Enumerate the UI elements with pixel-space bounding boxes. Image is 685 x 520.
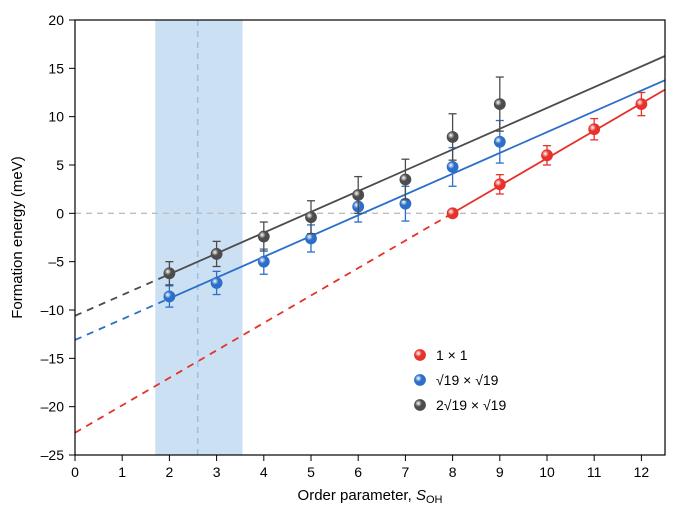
data-point <box>164 268 175 279</box>
data-point <box>636 99 647 110</box>
data-point <box>494 179 505 190</box>
data-point <box>542 150 553 161</box>
data-point <box>447 161 458 172</box>
ytick-label: 10 <box>48 109 64 125</box>
xtick-label: 10 <box>539 464 555 480</box>
data-point <box>258 256 269 267</box>
xtick-label: 3 <box>213 464 221 480</box>
legend-label: 2√19 × √19 <box>436 397 506 413</box>
ytick-label: 5 <box>56 157 64 173</box>
xtick-label: 2 <box>166 464 174 480</box>
data-point <box>494 136 505 147</box>
xtick-label: 6 <box>354 464 362 480</box>
x-axis-label: Order parameter, SOH <box>298 487 443 506</box>
data-point <box>306 233 317 244</box>
xtick-label: 1 <box>118 464 126 480</box>
data-point <box>494 99 505 110</box>
formation-energy-chart: 0123456789101112–25–20–15–10–505101520Or… <box>0 0 685 520</box>
data-point <box>164 291 175 302</box>
y-axis-label: Formation energy (meV) <box>9 156 26 319</box>
legend-marker <box>415 400 426 411</box>
ytick-label: 15 <box>48 60 64 76</box>
chart-svg: 0123456789101112–25–20–15–10–505101520Or… <box>0 0 685 520</box>
data-point <box>353 189 364 200</box>
legend-marker <box>415 375 426 386</box>
data-point <box>211 277 222 288</box>
data-point <box>447 131 458 142</box>
legend-marker <box>415 350 426 361</box>
ytick-label: –5 <box>48 254 64 270</box>
xtick-label: 8 <box>449 464 457 480</box>
xtick-label: 9 <box>496 464 504 480</box>
xtick-label: 0 <box>71 464 79 480</box>
legend-label: 1 × 1 <box>436 347 468 363</box>
data-point <box>447 208 458 219</box>
xtick-label: 5 <box>307 464 315 480</box>
data-point <box>258 231 269 242</box>
data-point <box>589 124 600 135</box>
ytick-label: –20 <box>41 399 65 415</box>
ytick-label: –15 <box>41 350 65 366</box>
data-point <box>306 212 317 223</box>
ytick-label: 0 <box>56 205 64 221</box>
xtick-label: 4 <box>260 464 268 480</box>
ytick-label: –10 <box>41 302 65 318</box>
data-point <box>211 248 222 259</box>
ytick-label: 20 <box>48 12 64 28</box>
ytick-label: –25 <box>41 447 65 463</box>
xtick-label: 12 <box>634 464 650 480</box>
legend-label: √19 × √19 <box>436 372 499 388</box>
data-point <box>400 174 411 185</box>
shaded-region <box>155 20 242 455</box>
xtick-label: 11 <box>587 464 602 480</box>
xtick-label: 7 <box>402 464 410 480</box>
